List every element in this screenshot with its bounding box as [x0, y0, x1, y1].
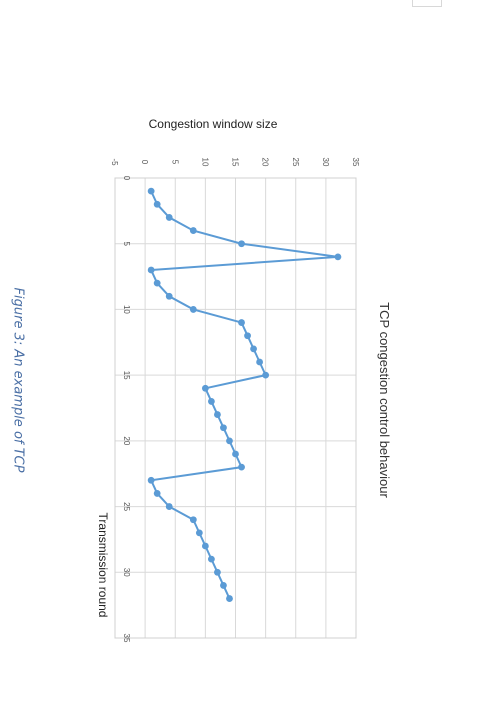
y-tick-label: 5 — [170, 160, 179, 165]
x-tick-labels: 0 5 10 15 20 25 30 35 — [122, 176, 131, 643]
x-tick-label: 15 — [122, 371, 131, 380]
data-point — [262, 371, 270, 379]
chart-frame — [114, 177, 357, 639]
x-tick-label: 20 — [122, 436, 131, 445]
x-tick-label: 5 — [122, 241, 131, 246]
data-point — [153, 279, 161, 287]
data-point — [195, 529, 203, 537]
data-point — [238, 463, 245, 471]
data-point — [238, 240, 245, 248]
data-point — [256, 358, 263, 366]
data-point — [165, 214, 173, 221]
y-axis-title: Congestion window size — [149, 117, 278, 131]
data-point — [220, 582, 227, 589]
series-points — [147, 187, 342, 602]
y-tick-label: 35 — [351, 158, 360, 167]
x-axis-title: Transmission round — [96, 513, 110, 618]
data-point — [238, 319, 245, 326]
x-tick-label: 0 — [122, 176, 131, 181]
data-point — [147, 266, 155, 274]
data-point — [208, 555, 215, 563]
plot-area-border — [114, 177, 357, 639]
data-point — [214, 568, 221, 576]
data-point — [226, 437, 233, 445]
data-point — [334, 253, 342, 261]
chart-grid — [114, 177, 357, 639]
y-tick-label: 25 — [291, 158, 300, 167]
data-point — [250, 345, 257, 353]
data-point — [189, 516, 197, 524]
y-tick-labels: -5 0 5 10 15 20 25 30 35 — [110, 158, 360, 167]
page-corner-mark — [412, 0, 442, 7]
data-point — [153, 490, 161, 497]
data-point — [189, 227, 197, 234]
figure-caption: Figure 3: An example of TCP — [10, 287, 26, 473]
data-point — [220, 424, 227, 432]
data-point — [153, 200, 161, 208]
chart-title: TCP congestion control behaviour — [377, 302, 392, 498]
y-tick-label: 15 — [231, 158, 240, 167]
data-point — [208, 398, 215, 405]
data-point — [232, 450, 239, 458]
y-tick-label: 0 — [140, 160, 149, 165]
data-point — [226, 595, 233, 602]
y-tick-label: 10 — [200, 158, 209, 167]
x-tick-label: 35 — [122, 634, 131, 643]
data-point — [165, 292, 173, 300]
data-point — [214, 411, 221, 418]
data-point — [244, 332, 251, 340]
y-tick-label: 20 — [261, 158, 270, 167]
data-point — [147, 476, 155, 484]
data-point — [201, 542, 209, 550]
data-point — [189, 306, 197, 313]
series-line — [149, 190, 339, 599]
x-tick-label: 10 — [122, 305, 131, 314]
x-tick-label: 30 — [122, 568, 131, 577]
y-tick-label: 30 — [321, 158, 330, 167]
data-point — [201, 384, 209, 392]
x-tick-label: 25 — [122, 502, 131, 511]
data-point — [147, 187, 155, 195]
data-point — [165, 503, 173, 510]
y-tick-label: -5 — [110, 158, 119, 166]
